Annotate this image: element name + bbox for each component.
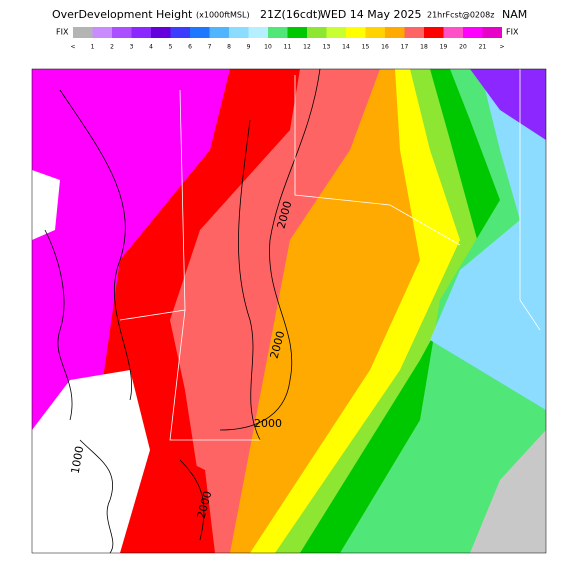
- colorbar-label: 10: [264, 44, 272, 51]
- map-frame: [31, 68, 547, 554]
- contour-label: 2000: [254, 417, 282, 430]
- color-swatch: [92, 27, 112, 38]
- colorbar: <1 2 3 4 5 6 7 8 9 10 11 12 13 14 15 16 17 18 19 20 21 >: [70, 27, 505, 51]
- color-swatch: [151, 27, 171, 38]
- boundaries: [119, 69, 541, 441]
- region: [32, 370, 150, 553]
- color-swatch: [365, 27, 385, 38]
- date: WED 14 May 2025: [320, 8, 422, 21]
- colorbar-label: 14: [342, 44, 350, 51]
- color-swatch: [268, 27, 288, 38]
- color-swatch: [170, 27, 190, 38]
- colorbar-label: 11: [284, 44, 292, 51]
- fix-left: FIX: [56, 28, 69, 37]
- colorbar-label: 20: [459, 44, 467, 51]
- forecast: 21hrFcst@0208z: [427, 11, 494, 20]
- colorbar-label: 2: [110, 44, 114, 51]
- colorbar-label: 16: [381, 44, 389, 51]
- color-swatch: [385, 27, 405, 38]
- colorbar-label: 6: [188, 44, 192, 51]
- units: (x1000ftMSL): [196, 11, 250, 20]
- color-swatch: [229, 27, 249, 38]
- colorbar-label: 8: [227, 44, 231, 51]
- region: [430, 69, 546, 410]
- contour-label: 1000: [69, 445, 87, 475]
- color-swatch: [112, 27, 132, 38]
- contours: [44, 69, 321, 553]
- colorbar-label: 18: [420, 44, 428, 51]
- region: [470, 430, 546, 553]
- color-swatch: [346, 27, 366, 38]
- colorbar-label: 7: [208, 44, 212, 51]
- colorbar-label: 5: [169, 44, 173, 51]
- valid-time: 21Z(16cdt): [260, 8, 321, 21]
- color-swatch: [209, 27, 229, 38]
- title: OverDevelopment Height: [52, 8, 193, 21]
- colorbar-label: 3: [130, 44, 134, 51]
- region: [140, 455, 215, 553]
- color-swatch: [404, 27, 424, 38]
- color-swatch: [443, 27, 463, 38]
- colorbar-label: <: [70, 44, 75, 51]
- color-swatch: [190, 27, 210, 38]
- color-swatch: [131, 27, 151, 38]
- colorbar-label: 13: [323, 44, 331, 51]
- colorbar-label: 15: [362, 44, 370, 51]
- colorbar-label: 12: [303, 44, 311, 51]
- region: [32, 170, 60, 240]
- model: NAM: [502, 8, 527, 21]
- colorbar-label: 21: [479, 44, 487, 51]
- colorbar-label: 9: [247, 44, 251, 51]
- color-swatch: [73, 27, 93, 38]
- fix-right: FIX: [506, 28, 519, 37]
- map-fill: [32, 69, 546, 553]
- colorbar-label: >: [499, 44, 504, 51]
- color-swatch: [463, 27, 483, 38]
- color-swatch: [307, 27, 327, 38]
- color-swatch: [326, 27, 346, 38]
- colorbar-label: 4: [149, 44, 153, 51]
- region: [470, 69, 546, 140]
- color-swatch: [287, 27, 307, 38]
- color-swatch: [482, 27, 502, 38]
- color-swatch: [424, 27, 444, 38]
- color-swatch: [248, 27, 268, 38]
- colorbar-label: 19: [440, 44, 448, 51]
- colorbar-label: 1: [91, 44, 95, 51]
- colorbar-label: 17: [401, 44, 409, 51]
